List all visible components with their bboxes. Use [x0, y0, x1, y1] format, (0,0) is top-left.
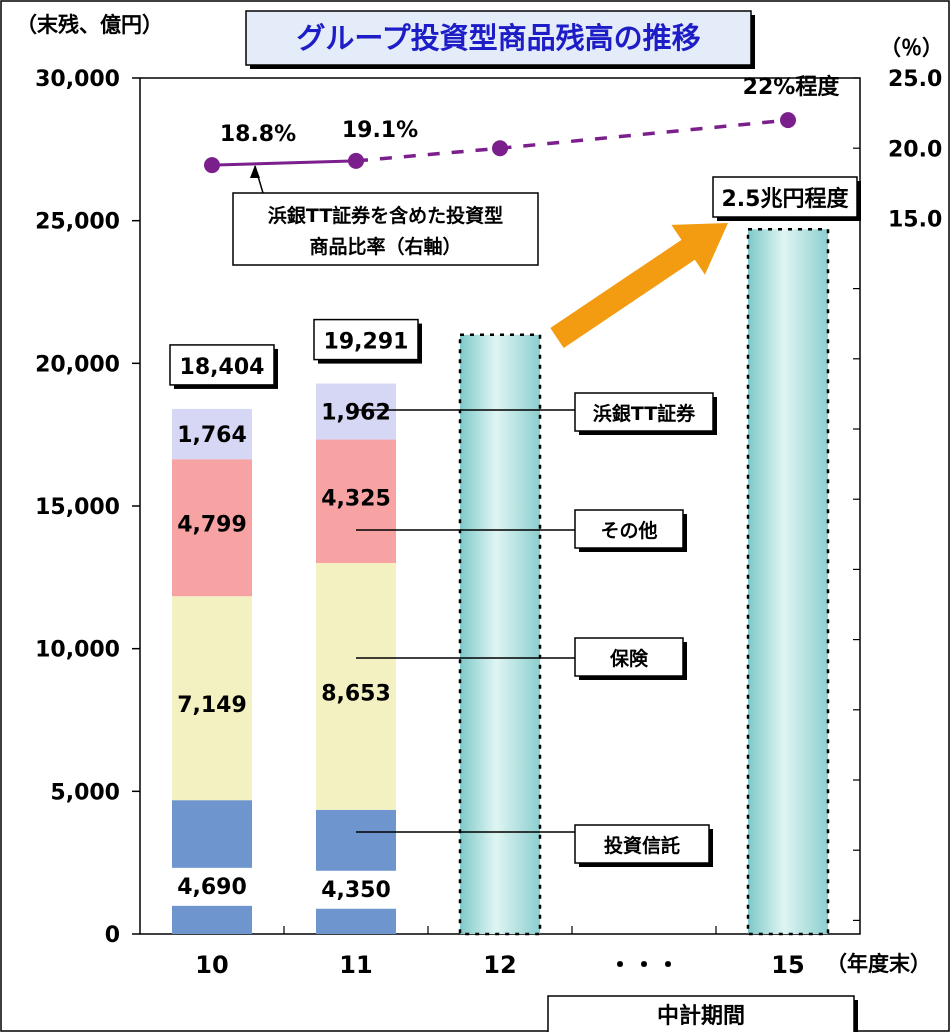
y2-tick-label: 15.0	[888, 208, 942, 233]
period-label: 中計期間	[657, 1003, 745, 1029]
bar-segment	[316, 439, 396, 563]
y-tick-label: 25,000	[35, 210, 120, 235]
bar-segment	[316, 383, 396, 440]
growth-arrow-icon	[550, 223, 728, 348]
legend-label: 保険	[609, 647, 649, 670]
y-tick-label: 10,000	[35, 638, 120, 663]
total-label: 18,404	[180, 355, 265, 380]
x-tick-label: 12	[483, 951, 516, 979]
ratio-label: 22%程度	[743, 74, 841, 100]
target-label: 2.5兆円程度	[722, 186, 850, 212]
target-box	[712, 176, 858, 218]
label-backdrop	[168, 867, 256, 906]
x-axis-unit: （年度末）	[826, 952, 931, 976]
total-box	[169, 344, 275, 386]
ratio-note-text: 商品比率（右軸）	[309, 235, 461, 258]
data-label: 8,653	[321, 681, 391, 706]
chart-title: グループ投資型商品残高の推移	[296, 21, 700, 55]
ratio-label: 19.1%	[342, 118, 418, 143]
bar-segment	[172, 408, 252, 460]
data-label: 4,799	[177, 513, 247, 538]
y-tick-label: 20,000	[35, 352, 120, 377]
title-box	[245, 10, 752, 66]
legend-callout	[574, 509, 684, 549]
ratio-point	[780, 112, 796, 129]
legend-callout	[574, 392, 714, 432]
x-tick-label: 15	[771, 951, 804, 979]
y-tick-label: 0	[105, 923, 120, 948]
legend-label: 投資信託	[604, 834, 680, 857]
total-box	[313, 318, 419, 361]
total-label: 19,291	[324, 330, 409, 355]
left-axis-unit: （末残、億円）	[16, 13, 163, 37]
data-label: 4,690	[177, 875, 247, 900]
legend-label: 浜銀TT証券	[593, 402, 696, 425]
legend-callout	[574, 637, 684, 677]
y2-tick-label: 25.0	[888, 67, 942, 92]
ratio-note-box	[232, 192, 539, 266]
note-arrowhead-icon	[250, 165, 260, 178]
ratio-line-actual	[211, 159, 357, 167]
data-label: 4,325	[321, 486, 391, 511]
ratio-point	[348, 152, 364, 169]
x-tick-label: 10	[195, 951, 228, 979]
bar-segment	[172, 459, 252, 597]
data-label: 4,350	[321, 878, 391, 903]
bar-segment	[172, 800, 252, 934]
period-box	[547, 995, 855, 1032]
plan-bar	[746, 227, 830, 936]
plan-bar	[458, 333, 542, 936]
x-tick-label: ・・・	[608, 951, 680, 979]
right-axis-unit: （％）	[880, 36, 943, 60]
y-tick-label: 30,000	[35, 67, 120, 92]
y2-tick-label: 20.0	[888, 137, 942, 162]
ratio-label: 18.8%	[220, 122, 296, 147]
ratio-note-text: 浜銀TT証券を含めた投資型	[268, 204, 503, 227]
ratio-point	[204, 157, 220, 174]
data-label: 1,764	[177, 423, 247, 448]
label-backdrop	[312, 870, 400, 909]
bar-segment	[172, 596, 252, 801]
bar-segment	[316, 562, 396, 810]
ratio-point	[492, 140, 508, 157]
legend-callout	[574, 824, 710, 864]
x-tick-label: 11	[339, 951, 372, 979]
y-tick-label: 15,000	[35, 495, 120, 520]
legend-label: その他	[600, 519, 657, 542]
data-label: 7,149	[177, 693, 247, 718]
y-tick-label: 5,000	[50, 780, 120, 805]
data-label: 1,962	[321, 401, 391, 426]
